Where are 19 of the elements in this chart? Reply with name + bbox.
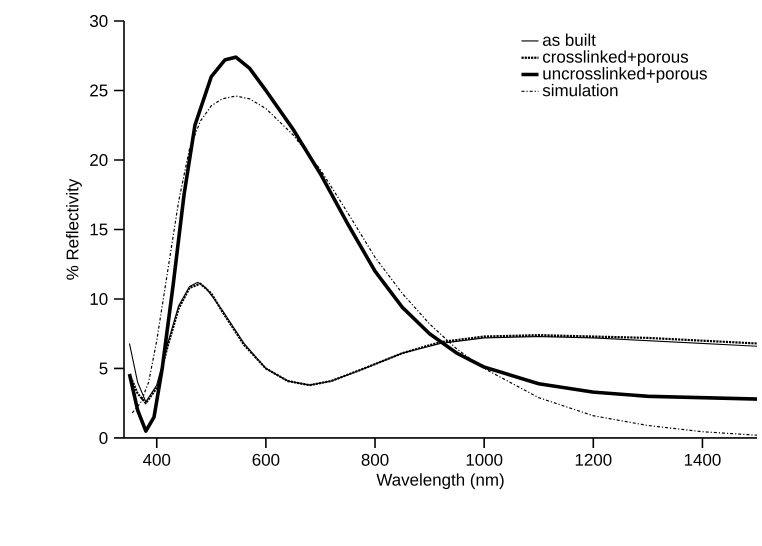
legend-label: crosslinked+porous: [543, 50, 688, 66]
x-tick-label: 1000: [466, 454, 502, 466]
y-tick-label: 20: [90, 154, 108, 166]
x-tick-label: 1400: [684, 454, 721, 466]
legend-label: as built: [543, 34, 596, 46]
legend-label: simulation: [542, 84, 618, 96]
y-axis-title: % Reflectivity: [66, 178, 82, 280]
y-tick-label: 0: [99, 432, 108, 444]
legend-label: uncrosslinked+porous: [543, 67, 707, 83]
y-tick-label: 5: [99, 362, 108, 374]
x-tick-label: 600: [252, 454, 280, 466]
x-tick-label: 400: [143, 454, 170, 466]
y-tick-label: 25: [90, 84, 108, 96]
y-tick-label: 10: [90, 292, 108, 305]
x-tick-label: 1200: [576, 454, 612, 466]
x-axis-title: Wavelength (nm): [376, 473, 504, 490]
x-tick-label: 800: [362, 454, 388, 466]
y-tick-label: 15: [90, 224, 108, 236]
y-tick-label: 30: [90, 14, 108, 27]
